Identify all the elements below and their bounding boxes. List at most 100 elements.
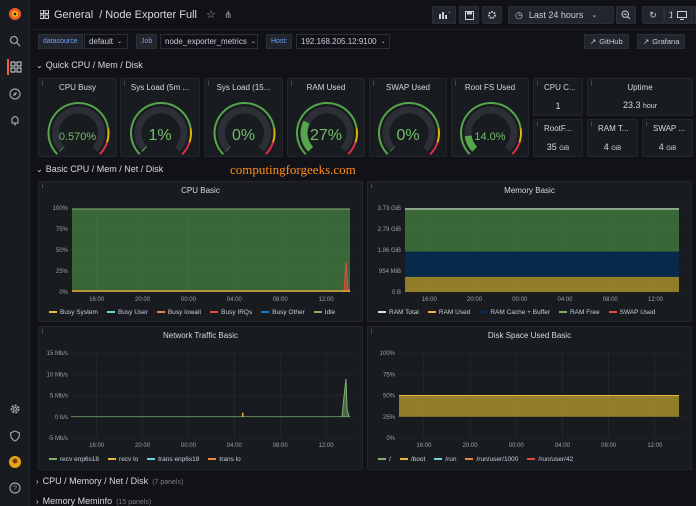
y-tick-label: 10 Mb/s bbox=[47, 372, 68, 378]
tv-mode-button[interactable] bbox=[672, 6, 692, 24]
datasource-select[interactable]: default ⌄ bbox=[84, 34, 128, 49]
gauge-dial bbox=[47, 102, 110, 155]
legend-item[interactable]: RAM Total bbox=[378, 309, 419, 316]
legend-item[interactable]: Busy Other bbox=[261, 309, 305, 316]
legend-swatch bbox=[399, 458, 408, 461]
gauge-dial bbox=[460, 102, 522, 155]
panel-title: Sys Load (5m ... bbox=[130, 83, 190, 92]
chart-panel-2[interactable]: i Network Traffic Basic -5 Mb/s 0 b/s 5 Mb/… bbox=[38, 326, 363, 470]
stat-panel-uptime[interactable]: i Uptime 23.3 hour bbox=[587, 78, 693, 116]
stat-value: 1 bbox=[555, 101, 561, 111]
legend-item[interactable]: recv lo bbox=[108, 456, 138, 463]
help-icon[interactable]: ? bbox=[7, 480, 23, 496]
gauge-panel-1[interactable]: i Sys Load (5m ... 1% bbox=[120, 78, 200, 157]
gauge-panel-2[interactable]: i Sys Load (15... 0% bbox=[204, 78, 283, 157]
alerting-bell-icon[interactable] bbox=[7, 112, 23, 128]
breadcrumb-folder[interactable]: General bbox=[54, 9, 94, 21]
stat-panel-swap-total[interactable]: i SWAP ... 4 GiB bbox=[642, 119, 693, 157]
legend-item[interactable]: RAM Used bbox=[427, 309, 470, 316]
shield-icon[interactable] bbox=[7, 428, 23, 444]
legend-item[interactable]: Busy IRQs bbox=[210, 309, 252, 316]
chevron-right-icon: › bbox=[36, 497, 39, 506]
legend-item[interactable]: recv enp6s18 bbox=[49, 456, 99, 463]
refresh-button[interactable]: ↻ bbox=[642, 6, 664, 24]
chart-legend: Busy System Busy User Busy Iowait Busy IRQs… bbox=[49, 309, 344, 316]
dashboards-icon[interactable] bbox=[7, 59, 23, 75]
gauge-threshold-yellow bbox=[354, 128, 358, 143]
save-dashboard-button[interactable] bbox=[459, 6, 479, 24]
grafana-logo-icon[interactable] bbox=[7, 6, 23, 22]
info-icon: i bbox=[373, 81, 375, 87]
legend-swatch bbox=[147, 458, 156, 461]
dashboard-settings-button[interactable] bbox=[482, 6, 502, 24]
gauge-panel-4[interactable]: i SWAP Used 0% bbox=[369, 78, 447, 157]
chart-plot: 0% 25% 50% 75% 100% 16:00 20:00 00:00 04:00 08:00… bbox=[380, 351, 685, 449]
variables-bar: datasource default ⌄ Job node_exporter_me… bbox=[30, 30, 696, 52]
star-icon[interactable]: ☆ bbox=[206, 9, 216, 21]
legend-item[interactable]: trans lo bbox=[208, 456, 241, 463]
legend-item[interactable]: Busy System bbox=[49, 309, 98, 316]
legend-label: RAM Total bbox=[389, 309, 419, 316]
legend-item[interactable]: / bbox=[378, 456, 391, 463]
dashboard-title[interactable]: Node Exporter Full bbox=[105, 9, 197, 21]
settings-gear-icon[interactable] bbox=[7, 401, 23, 417]
breadcrumb: General / Node Exporter Full ☆ ⋔ bbox=[39, 8, 233, 22]
legend-item[interactable]: SWAP Used bbox=[608, 309, 656, 316]
row-basic-cpu-mem-net-disk[interactable]: ⌄ Basic CPU / Mem / Net / Disk bbox=[36, 164, 163, 174]
legend-label: recv enp6s18 bbox=[60, 456, 100, 463]
gauge-panel-0[interactable]: i CPU Busy 0.570% bbox=[38, 78, 117, 157]
chart-panel-1[interactable]: i Memory Basic 0 B 954 MiB 1.86 GiB 2.79 GiB… bbox=[367, 181, 692, 322]
job-value: node_exporter_metrics bbox=[165, 37, 247, 46]
add-panel-button[interactable]: + bbox=[432, 6, 456, 24]
host-select[interactable]: 192.168.205.12:9100 ⌄ bbox=[296, 34, 390, 49]
legend-swatch bbox=[378, 458, 386, 461]
github-link[interactable]: ↗ GitHub bbox=[584, 34, 629, 49]
search-icon[interactable] bbox=[7, 33, 23, 49]
gauge-panel-3[interactable]: i RAM Used 27% bbox=[287, 78, 365, 157]
explore-icon[interactable] bbox=[7, 86, 23, 102]
gauge-value: 0% bbox=[396, 127, 420, 144]
chart-panel-3[interactable]: i Disk Space Used Basic 0% 25% 50% 75% 100% 16… bbox=[367, 326, 692, 470]
grafana-link[interactable]: ↗ Grafana bbox=[637, 34, 686, 49]
legend-item[interactable]: Busy User bbox=[106, 309, 148, 316]
chart-panel-0[interactable]: i CPU Basic 0% 25% 50% 75% 100% 16:00 20:00 00:0… bbox=[38, 181, 363, 322]
legend-item[interactable]: /run bbox=[434, 456, 456, 463]
time-range-picker[interactable]: ◷ Last 24 hours ⌄ bbox=[508, 6, 614, 24]
y-tick-label: 0 b/s bbox=[55, 415, 68, 421]
legend-item[interactable]: trans enp6s18 bbox=[147, 456, 199, 463]
row-memory-meminfo[interactable]: › Memory Meminfo (15 panels) bbox=[36, 496, 151, 506]
panel-title: RAM Used bbox=[306, 83, 346, 92]
series-ram-used-area bbox=[405, 276, 679, 292]
legend-swatch bbox=[558, 311, 567, 314]
share-icon[interactable]: ⋔ bbox=[223, 10, 233, 21]
legend-item[interactable]: Busy Iowait bbox=[156, 309, 201, 316]
legend-label: SWAP Used bbox=[619, 309, 656, 316]
stat-panel-rootfs-total[interactable]: i RootF... 35 GiB bbox=[533, 119, 583, 157]
row-quick-cpu-mem-disk[interactable]: ⌄ Quick CPU / Mem / Disk bbox=[36, 60, 143, 70]
x-tick-label: 12:00 bbox=[319, 297, 335, 303]
legend-item[interactable]: RAM Cache + Buffer bbox=[479, 309, 550, 316]
gauge-threshold-green bbox=[378, 102, 440, 155]
row-cpu-memory-net-disk[interactable]: › CPU / Memory / Net / Disk (7 panels) bbox=[36, 476, 183, 486]
panel-title: SWAP ... bbox=[653, 124, 686, 133]
gauge-value: 1% bbox=[148, 127, 172, 144]
stat-panel-ram-total[interactable]: i RAM T... 4 GiB bbox=[587, 119, 638, 157]
y-tick-label: 0 B bbox=[392, 290, 401, 296]
legend-item[interactable]: Idle bbox=[313, 309, 335, 316]
panel-title: RAM T... bbox=[598, 124, 629, 133]
stat-number: 4 bbox=[658, 142, 664, 152]
stat-panel-cpu-cores[interactable]: i CPU C... 1 bbox=[533, 78, 583, 116]
sidebar: ? bbox=[0, 0, 30, 506]
y-tick-label: -5 Mb/s bbox=[48, 436, 68, 442]
legend-item[interactable]: RAM Free bbox=[558, 309, 600, 316]
legend-item[interactable]: /boot bbox=[399, 456, 425, 463]
x-tick-label: 04:00 bbox=[227, 443, 243, 449]
job-select[interactable]: node_exporter_metrics ⌄ bbox=[160, 34, 258, 49]
gauge-panel-5[interactable]: i Root FS Used 14.0% bbox=[451, 78, 529, 157]
legend-item[interactable]: /run/user/1000 bbox=[465, 456, 518, 463]
user-avatar[interactable] bbox=[7, 454, 23, 470]
zoom-out-button[interactable] bbox=[616, 6, 636, 24]
chevron-down-icon: ⌄ bbox=[250, 39, 256, 45]
chart-legend: / /boot/run/run/user/1000/run/user/42 bbox=[378, 456, 582, 463]
legend-item[interactable]: /run/user/42 bbox=[527, 456, 573, 463]
